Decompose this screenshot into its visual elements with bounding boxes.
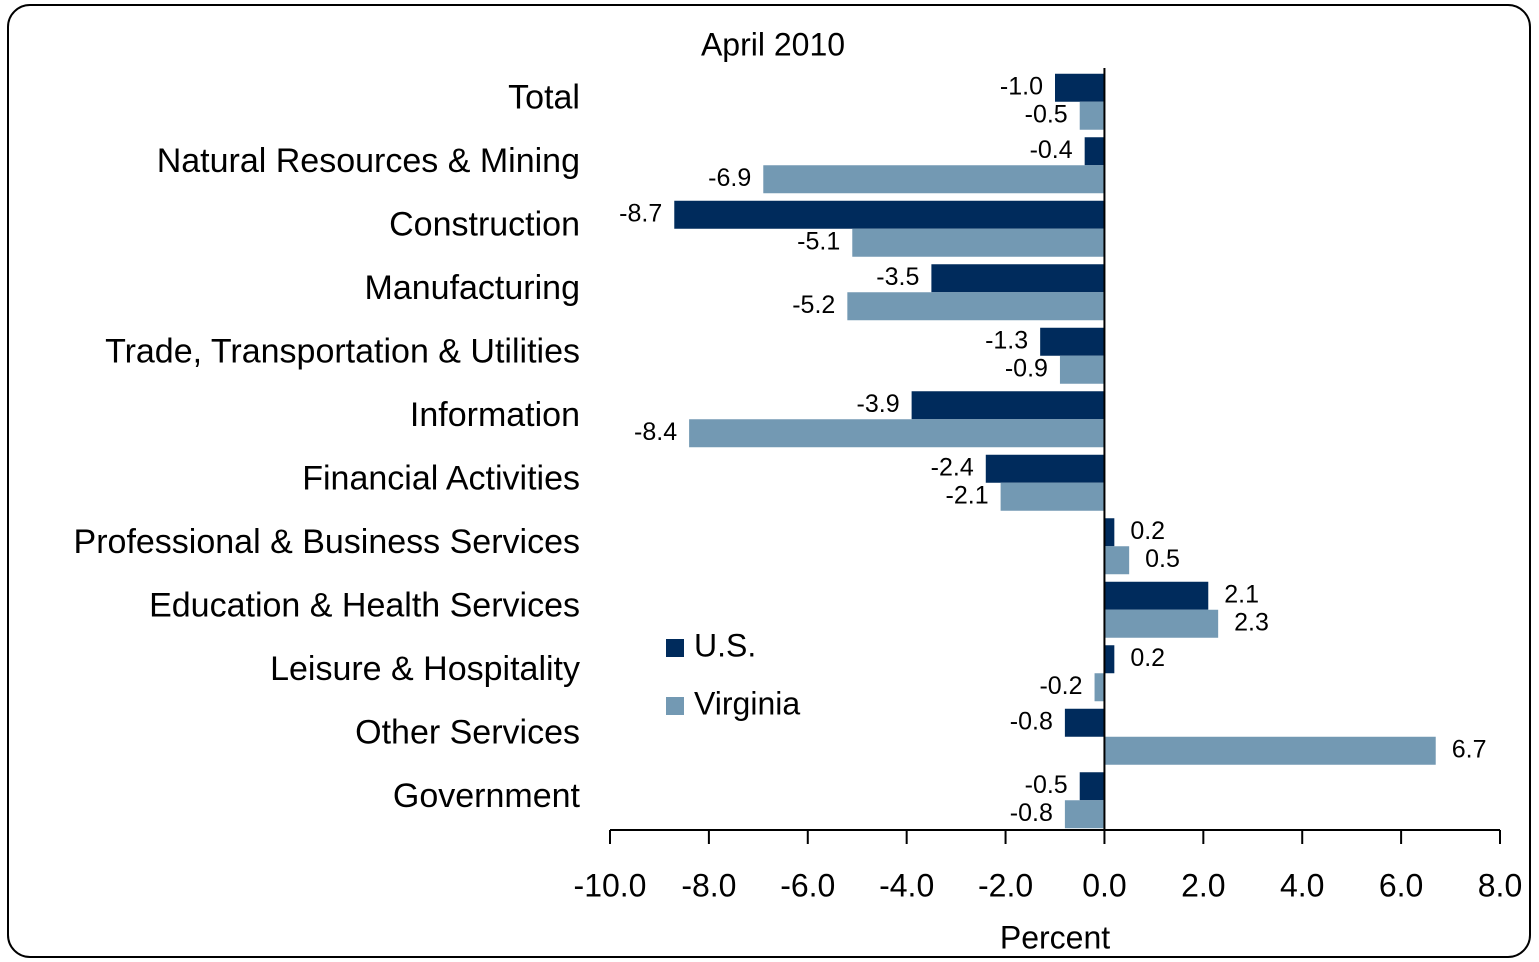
legend-label: Virginia [694, 685, 800, 721]
bar [1059, 355, 1105, 384]
category-label: Total [508, 79, 580, 117]
bar [1064, 800, 1105, 829]
x-tick-label: 8.0 [1478, 867, 1522, 903]
value-label: 6.7 [1452, 735, 1487, 763]
value-label: -3.5 [876, 263, 919, 291]
bar [1094, 673, 1105, 702]
bar [852, 228, 1105, 257]
bar [763, 165, 1105, 194]
bar [985, 454, 1105, 483]
bar [1104, 546, 1130, 575]
value-label: -3.9 [857, 390, 900, 418]
bar [1104, 645, 1115, 674]
x-axis-title: Percent [1000, 919, 1110, 955]
bar [1104, 518, 1115, 547]
bar [847, 292, 1105, 321]
legend-label: U.S. [694, 627, 756, 663]
value-label: -0.5 [1025, 100, 1068, 128]
value-label: 2.1 [1224, 580, 1259, 608]
value-label: -1.0 [1000, 72, 1043, 100]
category-label: Construction [389, 206, 580, 244]
value-label: -0.5 [1025, 771, 1068, 799]
value-label: -5.2 [792, 291, 835, 319]
bar [1104, 581, 1209, 610]
x-tick-label: 0.0 [1082, 867, 1126, 903]
bar [1040, 327, 1105, 356]
value-label: -8.4 [634, 418, 677, 446]
value-label: -0.8 [1010, 799, 1053, 827]
category-label: Natural Resources & Mining [157, 142, 580, 180]
bar [1084, 137, 1105, 166]
bar [931, 264, 1105, 293]
bar [1079, 772, 1105, 801]
x-tick-label: -2.0 [978, 867, 1033, 903]
value-label: -1.3 [985, 326, 1028, 354]
bar [1064, 708, 1105, 737]
value-label: -5.1 [797, 227, 840, 255]
frame [7, 4, 1531, 958]
bar [1104, 736, 1436, 765]
bar [1104, 609, 1219, 638]
chart-title: April 2010 [701, 26, 845, 62]
category-label: Information [410, 396, 580, 434]
category-label: Professional & Business Services [74, 523, 580, 561]
category-label: Trade, Transportation & Utilities [105, 333, 580, 371]
legend-swatch [666, 639, 684, 657]
category-label: Government [393, 777, 581, 815]
x-tick-label: -4.0 [879, 867, 934, 903]
value-label: -6.9 [708, 164, 751, 192]
category-label: Financial Activities [302, 460, 580, 498]
bar [689, 419, 1105, 448]
x-tick-label: 6.0 [1379, 867, 1423, 903]
x-tick-label: -8.0 [681, 867, 736, 903]
value-label: 2.3 [1234, 608, 1269, 636]
value-label: -0.4 [1030, 136, 1073, 164]
value-label: 0.2 [1130, 644, 1165, 672]
value-label: -2.1 [946, 481, 989, 509]
category-label: Other Services [355, 714, 580, 752]
value-label: -0.9 [1005, 354, 1048, 382]
bar [674, 200, 1105, 229]
value-label: 0.5 [1145, 545, 1180, 573]
bar [911, 391, 1105, 420]
value-label: -0.8 [1010, 707, 1053, 735]
category-label: Leisure & Hospitality [270, 650, 580, 688]
x-tick-label: -6.0 [780, 867, 835, 903]
bar [1079, 101, 1105, 130]
x-tick-label: 2.0 [1181, 867, 1225, 903]
bar [1000, 482, 1105, 511]
value-label: -0.2 [1039, 672, 1082, 700]
value-label: -8.7 [619, 199, 662, 227]
category-label: Manufacturing [365, 269, 580, 307]
value-label: -2.4 [931, 453, 974, 481]
legend-swatch [666, 697, 684, 715]
value-label: 0.2 [1130, 517, 1165, 545]
x-tick-label: 4.0 [1280, 867, 1324, 903]
x-tick-label: -10.0 [574, 867, 647, 903]
category-label: Education & Health Services [149, 587, 580, 625]
bar [1055, 73, 1105, 102]
